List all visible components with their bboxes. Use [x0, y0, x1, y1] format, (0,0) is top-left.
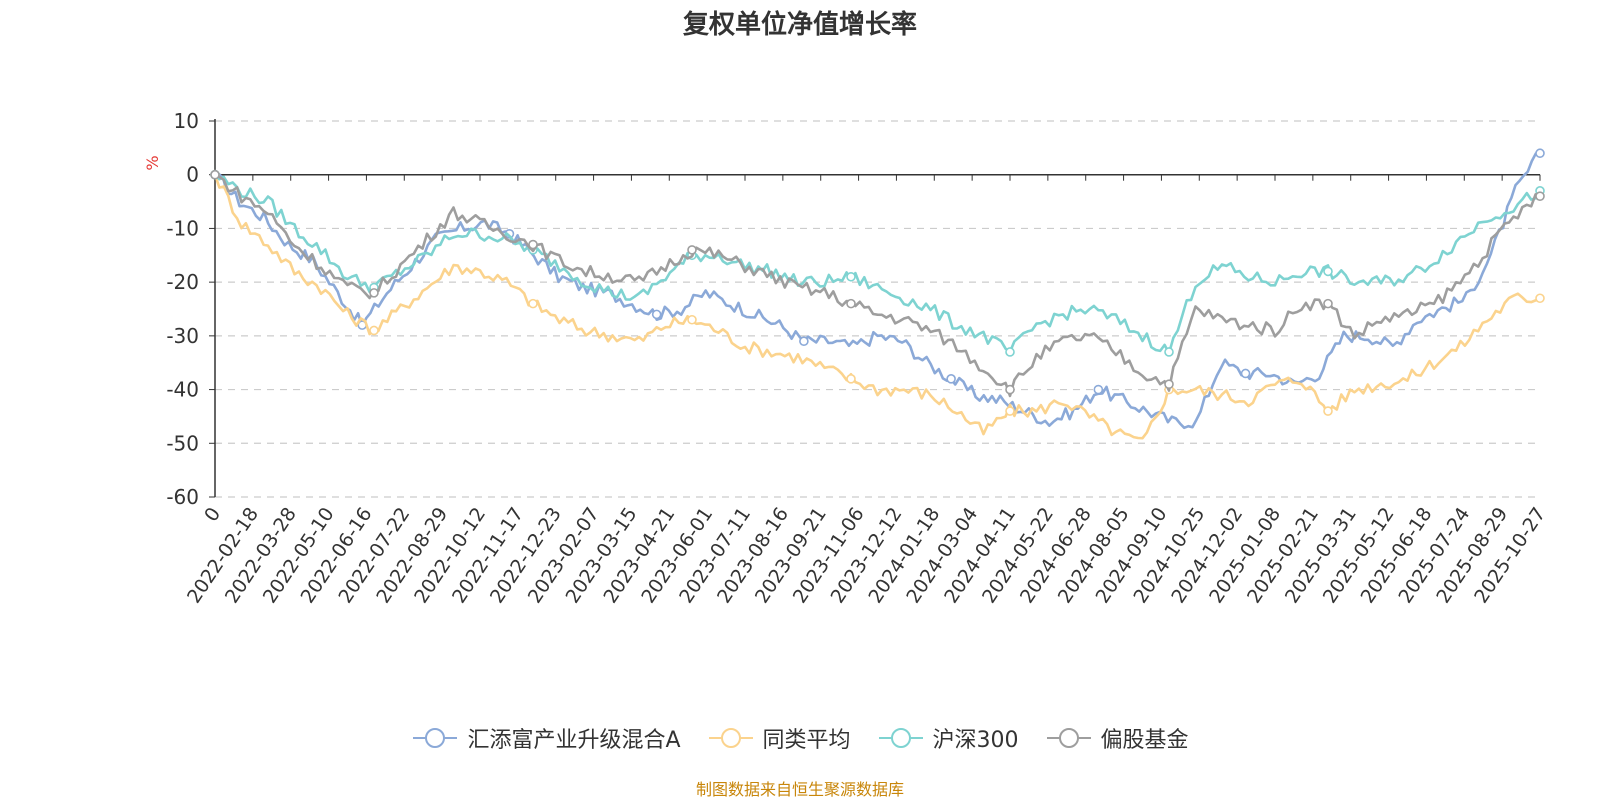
- y-tick-label: 0: [186, 163, 199, 187]
- series-point: [687, 245, 697, 255]
- series-point: [1323, 298, 1333, 309]
- series-point: [846, 271, 856, 282]
- y-tick-label: -10: [166, 216, 199, 240]
- legend-label: 汇添富产业升级混合A: [467, 728, 681, 753]
- series-point: [528, 239, 538, 250]
- chart-title: 复权单位净值增长率: [682, 10, 917, 40]
- legend-item[interactable]: 偏股基金: [1045, 722, 1189, 754]
- series-line: [214, 151, 1541, 430]
- x-tick-label: 0: [200, 503, 225, 525]
- series-point: [369, 288, 379, 298]
- legend-item[interactable]: 沪深300: [877, 722, 1019, 754]
- legend-marker-icon: [708, 728, 753, 748]
- legend: 汇添富产业升级混合A 同类平均 沪深300 偏股基金: [0, 722, 1600, 754]
- series-point: [1240, 368, 1251, 379]
- series-point: [369, 325, 379, 336]
- series-point: [946, 374, 956, 384]
- legend-marker-icon: [413, 728, 458, 748]
- legend-label: 沪深300: [932, 728, 1019, 753]
- legend-marker-icon: [878, 728, 923, 748]
- series-point: [799, 336, 809, 347]
- y-tick-label: -30: [166, 324, 199, 348]
- series-point: [687, 314, 697, 325]
- series-line: [214, 173, 1541, 398]
- series-point: [846, 298, 856, 309]
- line-chart: 100-10-20-30-40-50-60%02022-02-182022-03…: [143, 109, 1550, 607]
- axes: [209, 119, 1541, 498]
- axis-labels: 100-10-20-30-40-50-60%02022-02-182022-03…: [143, 109, 1550, 607]
- series-point: [528, 298, 538, 309]
- series-point: [1093, 384, 1104, 395]
- series-point: [1164, 379, 1174, 390]
- series-point: [651, 309, 662, 320]
- series-lines: [210, 148, 1545, 440]
- legend-label: 偏股基金: [1100, 728, 1189, 753]
- legend-marker-icon: [1046, 728, 1091, 748]
- series-line: [213, 174, 1541, 440]
- series-point: [1323, 406, 1333, 416]
- grid-lines: [215, 120, 1540, 498]
- series-point: [1323, 266, 1333, 277]
- legend-label: 同类平均: [762, 728, 851, 753]
- y-tick-label: -50: [166, 431, 199, 455]
- series-point: [1535, 293, 1545, 304]
- y-tick-label: -40: [166, 378, 199, 402]
- y-tick-label: -60: [166, 485, 199, 509]
- y-tick-label: -20: [166, 270, 199, 294]
- series-point: [846, 374, 856, 384]
- series-point: [1005, 347, 1015, 357]
- series-point: [1535, 191, 1545, 201]
- source-note: 制图数据来自恒生聚源数据库: [695, 780, 904, 799]
- series-point: [1005, 384, 1015, 395]
- series-line: [214, 173, 1542, 355]
- y-tick-label: 10: [174, 109, 199, 133]
- series-point: [1164, 347, 1174, 357]
- legend-item[interactable]: 同类平均: [707, 722, 851, 754]
- y-axis-label: %: [143, 155, 162, 170]
- legend-item[interactable]: 汇添富产业升级混合A: [411, 722, 681, 754]
- series-point: [210, 169, 220, 180]
- series-point: [1535, 148, 1545, 159]
- series-point: [1005, 406, 1015, 416]
